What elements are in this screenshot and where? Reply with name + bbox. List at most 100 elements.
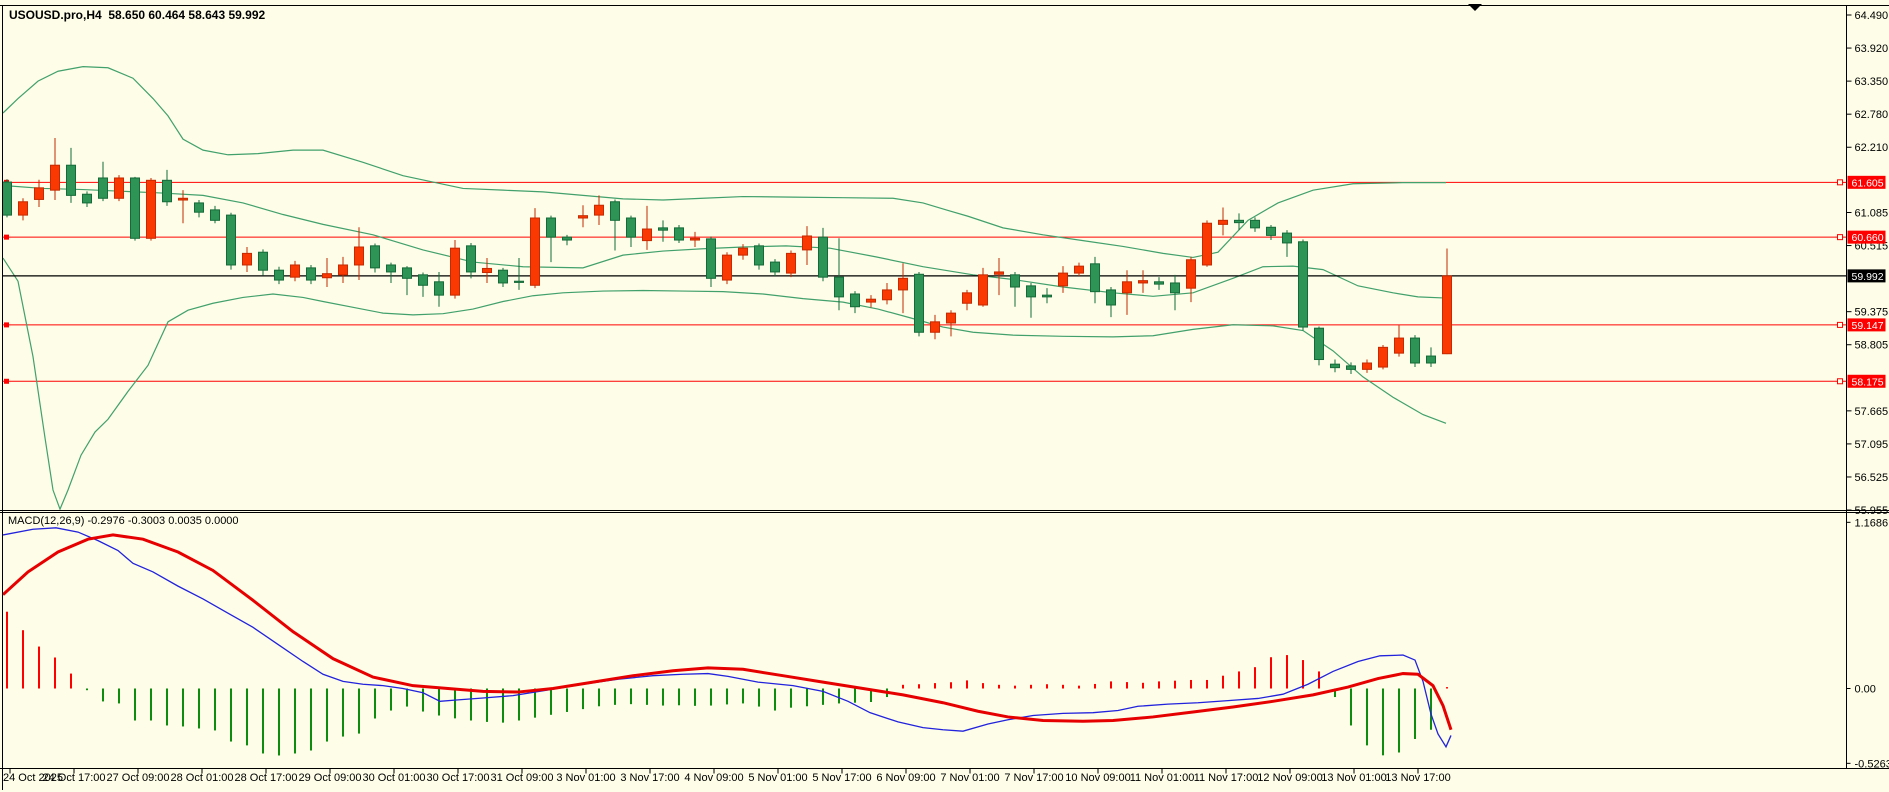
candle	[290, 260, 300, 282]
candle	[1410, 335, 1420, 368]
time-tick-label: 10 Nov 09:00	[1065, 772, 1130, 784]
candle	[1394, 325, 1404, 357]
candle	[930, 314, 940, 340]
price-chart-panel[interactable]	[3, 66, 1847, 511]
time-tick-label: 3 Nov 01:00	[556, 772, 615, 784]
macd-main-line	[3, 527, 1452, 749]
svg-text:59.147: 59.147	[1852, 320, 1884, 332]
candle	[994, 258, 1004, 296]
price-tick-label: 55.955	[1855, 505, 1889, 517]
candle	[546, 215, 556, 263]
macd-indicator-label: MACD(12,26,9) -0.2976 -0.3003 0.0035 0.0…	[8, 515, 239, 527]
hline-left-handle[interactable]	[4, 234, 9, 240]
candle	[1042, 288, 1052, 304]
candle	[1074, 262, 1084, 276]
candle	[1298, 239, 1308, 331]
candle	[306, 264, 316, 285]
candle	[482, 258, 492, 283]
candle	[226, 212, 236, 270]
price-badge-61.605: 61.605	[1847, 175, 1886, 189]
candle	[914, 271, 924, 337]
time-tick-label: 24 Oct 2025	[3, 772, 63, 784]
candle	[66, 147, 76, 203]
price-tick-label: 61.085	[1855, 207, 1889, 219]
candle	[946, 310, 956, 337]
candle	[1026, 282, 1036, 318]
candle	[130, 176, 140, 241]
candle	[450, 240, 460, 299]
candle	[146, 177, 156, 241]
macd-tick-label: -0.5263	[1855, 758, 1889, 770]
symbol-ohlc-title: USOUSD.pro,H4 58.650 60.464 58.643 59.99…	[9, 8, 266, 22]
candle	[418, 272, 428, 297]
price-tick-label: 57.665	[1855, 406, 1889, 418]
candle	[466, 242, 476, 279]
candle	[1442, 248, 1452, 355]
candle	[562, 234, 572, 246]
candle	[1010, 271, 1020, 307]
price-tick-label: 62.780	[1855, 109, 1889, 121]
candle	[370, 243, 380, 273]
candle	[882, 282, 892, 305]
candle	[978, 267, 988, 307]
bollinger-middle-band	[3, 184, 1447, 299]
candle	[1426, 347, 1436, 368]
hline-right-handle[interactable]	[1837, 378, 1843, 385]
price-tick-label: 57.095	[1855, 439, 1889, 451]
candle	[834, 238, 844, 311]
candle	[674, 224, 684, 243]
time-tick-label: 13 Nov 01:00	[1321, 772, 1386, 784]
price-axis[interactable]: 64.49063.92063.35062.78062.21061.08560.5…	[1846, 10, 1889, 517]
candle	[690, 231, 700, 247]
time-tick-label: 27 Oct 09:00	[107, 772, 170, 784]
candle	[514, 258, 524, 290]
candle	[1186, 256, 1196, 303]
candle	[818, 227, 828, 282]
candle	[850, 291, 860, 314]
candle	[530, 208, 540, 289]
candle	[658, 220, 668, 242]
candle	[114, 175, 124, 202]
candle	[1282, 230, 1292, 257]
time-tick-label: 7 Nov 01:00	[940, 772, 999, 784]
candle	[642, 205, 652, 250]
candle	[242, 247, 252, 272]
hline-right-handle[interactable]	[1837, 179, 1843, 186]
chart-shift-marker[interactable]	[1468, 4, 1482, 11]
candle	[1122, 270, 1132, 315]
candle	[434, 271, 444, 307]
candle	[498, 267, 508, 288]
candle	[194, 200, 204, 218]
candle	[1106, 287, 1116, 318]
candle	[786, 250, 796, 278]
macd-axis[interactable]: 1.1686 0.00 -0.5263	[1846, 517, 1889, 770]
time-tick-label: 5 Nov 01:00	[748, 772, 807, 784]
candle	[178, 190, 188, 224]
bollinger-upper-band	[3, 66, 1446, 259]
time-tick-label: 11 Nov 01:00	[1130, 772, 1195, 784]
candle	[162, 169, 172, 206]
hline-right-handle[interactable]	[1837, 234, 1843, 241]
time-tick-label: 29 Oct 09:00	[299, 772, 362, 784]
candle	[610, 199, 620, 251]
candle	[322, 258, 332, 288]
candle	[626, 215, 636, 247]
time-tick-label: 12 Nov 09:00	[1257, 772, 1322, 784]
price-badge-59.147: 59.147	[1847, 318, 1886, 332]
candle	[386, 262, 396, 283]
hline-left-handle[interactable]	[4, 322, 9, 328]
hline-right-handle[interactable]	[1837, 321, 1843, 328]
candle	[1330, 359, 1340, 373]
candle	[1362, 359, 1372, 373]
candle	[338, 256, 348, 283]
candle	[402, 266, 412, 296]
price-tick-label: 63.920	[1855, 43, 1889, 55]
hline-left-handle[interactable]	[4, 378, 9, 384]
candle	[898, 263, 908, 314]
candle	[594, 195, 604, 225]
time-tick-label: 3 Nov 17:00	[620, 772, 679, 784]
macd-panel[interactable]	[3, 527, 1453, 756]
